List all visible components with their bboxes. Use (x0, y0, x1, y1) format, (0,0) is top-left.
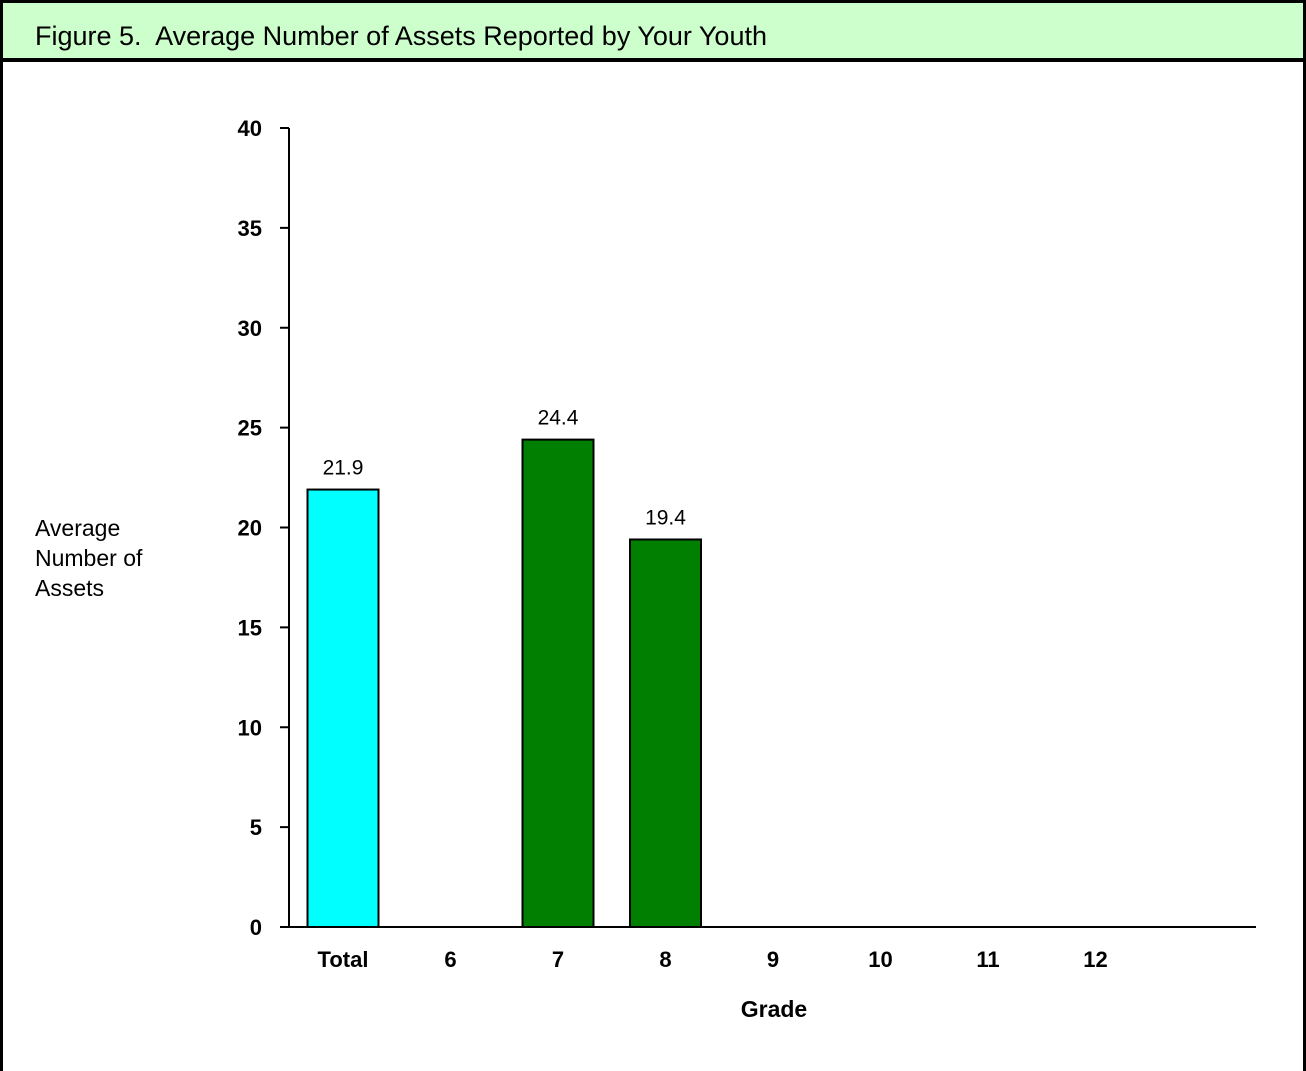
y-axis-label: Average Number of Assets (35, 515, 143, 601)
y-tick-label: 35 (238, 216, 262, 241)
x-category-label: 10 (868, 947, 892, 972)
x-axis-label: Grade (740, 996, 808, 1022)
bar-data-label: 24.4 (538, 407, 579, 430)
figure-title: Figure 5. Average Number of Assets Repor… (35, 21, 767, 51)
y-tick-label: 0 (250, 915, 262, 940)
bar-8 (629, 538, 702, 928)
bar-7 (521, 438, 595, 928)
x-category-label: 9 (767, 947, 779, 972)
y-tick-label: 40 (238, 116, 262, 141)
x-category-label: 12 (1083, 947, 1107, 972)
figure-title-bar: Figure 5. Average Number of Assets Repor… (0, 0, 1306, 62)
bar-total (306, 488, 380, 928)
y-tick-label: 5 (250, 815, 262, 840)
y-tick-label: 25 (238, 416, 262, 441)
bar-data-label: 19.4 (645, 506, 686, 529)
x-category-label: 7 (552, 947, 564, 972)
y-tick-label: 20 (238, 516, 262, 541)
y-tick-label: 30 (238, 316, 262, 341)
bar-data-label: 21.9 (323, 457, 364, 480)
y-tick-label: 10 (238, 715, 262, 740)
x-category-label: 11 (976, 947, 999, 972)
y-tick-label: 15 (238, 615, 262, 640)
x-category-label: 6 (444, 947, 456, 972)
x-category-label: Total (318, 947, 369, 972)
x-category-label: 8 (659, 947, 671, 972)
